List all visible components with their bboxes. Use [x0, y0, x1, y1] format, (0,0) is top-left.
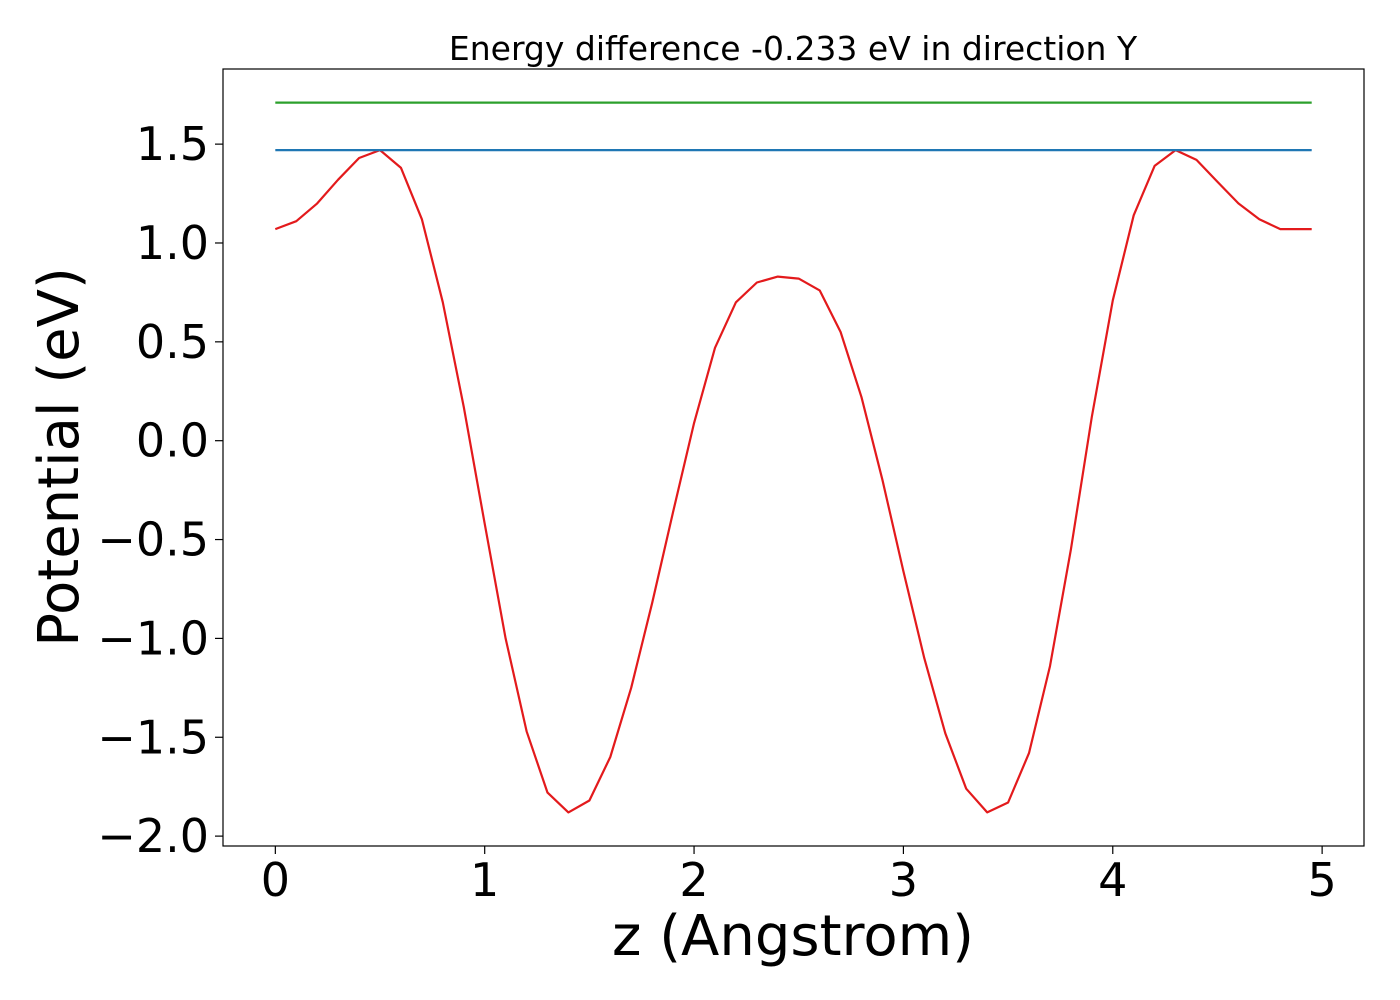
y-tick-label: 0.5 — [136, 315, 209, 369]
y-axis-ticks: −2.0 −1.5 −1.0 −0.5 0.0 0.5 1.0 1.5 — [97, 117, 223, 863]
y-tick-label: −1.5 — [97, 710, 209, 764]
y-tick-label: −0.5 — [97, 513, 209, 567]
y-tick-label: −2.0 — [97, 809, 209, 863]
x-tick-label: 1 — [470, 853, 499, 907]
x-tick-label: 0 — [261, 853, 290, 907]
axes-frame — [222, 68, 1365, 847]
x-tick-label: 4 — [1098, 853, 1127, 907]
x-tick-label: 3 — [889, 853, 918, 907]
series-line-1 — [274, 149, 1312, 814]
chart-title: Energy difference -0.233 eV in direction… — [449, 29, 1138, 68]
x-tick-label: 2 — [679, 853, 708, 907]
y-tick-label: 0.0 — [136, 414, 209, 468]
plot-area — [274, 101, 1312, 814]
y-tick-label: 1.0 — [136, 216, 209, 270]
x-tick-label: 5 — [1307, 853, 1336, 907]
y-tick-label: 1.5 — [136, 117, 209, 171]
x-axis-title: z (Angstrom) — [612, 904, 974, 969]
x-axis-ticks: 0 1 2 3 4 5 — [261, 846, 1337, 907]
y-tick-label: −1.0 — [97, 611, 209, 665]
y-axis-title: Potential (eV) — [27, 267, 92, 647]
